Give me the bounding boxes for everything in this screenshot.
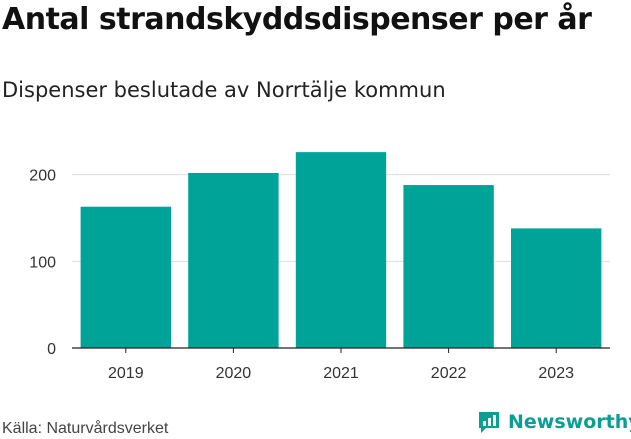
bar-2019[interactable] xyxy=(80,206,171,348)
x-tick-label: 2020 xyxy=(216,365,252,382)
bar-2022[interactable] xyxy=(403,185,494,348)
bar-chart: 0 100 200 2019 2020 2021 2022 2023 xyxy=(29,152,610,382)
brand-name: Newsworthy xyxy=(508,411,631,433)
x-tick-label: 2022 xyxy=(431,365,467,382)
axes: 0 100 200 2019 2020 2021 2022 2023 xyxy=(29,168,610,382)
chart-title: Antal strandskyddsdispenser per år xyxy=(2,2,592,37)
source-note: Källa: Naturvårdsverket xyxy=(2,420,169,437)
newsworthy-logo-icon xyxy=(479,412,499,433)
x-tick-label: 2019 xyxy=(108,365,144,382)
y-tick-label: 200 xyxy=(29,168,56,185)
bar-2021[interactable] xyxy=(295,152,387,348)
y-tick-label: 0 xyxy=(47,341,56,358)
y-tick-label: 100 xyxy=(29,254,56,271)
chart-subtitle: Dispenser beslutade av Norrtälje kommun xyxy=(2,78,446,102)
newsworthy-logo[interactable]: Newsworthy xyxy=(476,406,631,438)
x-tick-label: 2023 xyxy=(538,365,574,382)
x-tick-label: 2021 xyxy=(323,365,359,382)
bar-2023[interactable] xyxy=(511,228,602,348)
bar-2020[interactable] xyxy=(188,172,279,348)
bars xyxy=(80,152,602,348)
